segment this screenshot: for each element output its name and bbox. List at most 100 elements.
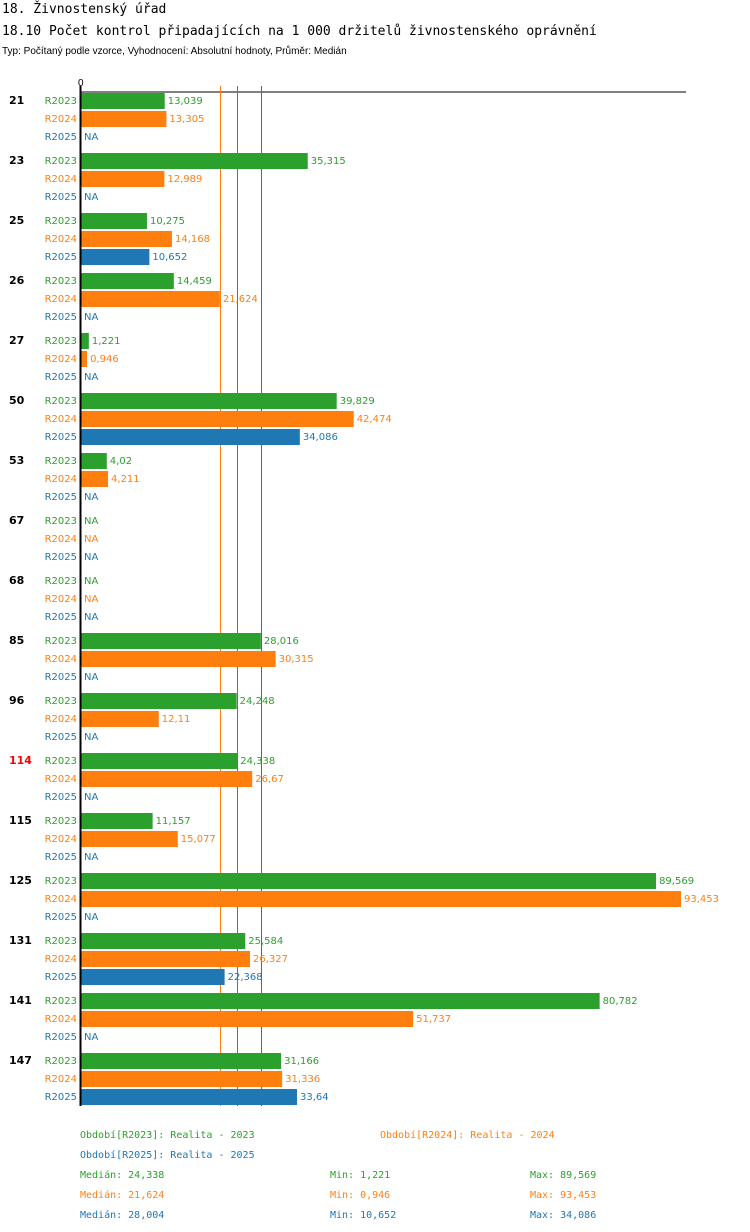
data-label: NA	[84, 1032, 98, 1043]
series-row-label: R2024	[45, 114, 77, 125]
series-row-label: R2023	[45, 996, 77, 1007]
data-label: NA	[84, 912, 98, 923]
series-row-label: R2025	[45, 1032, 77, 1043]
series-row-label: R2025	[45, 312, 77, 323]
data-label: 1,221	[92, 336, 121, 347]
series-row-label: R2025	[45, 492, 77, 503]
legend-min: Min: 0,946	[330, 1190, 390, 1201]
legend-period-r2023: Období[R2023]: Realita - 2023	[80, 1129, 255, 1141]
data-label: 0,946	[90, 354, 119, 365]
data-label: 10,275	[150, 216, 185, 227]
series-row-label: R2024	[45, 294, 77, 305]
bar-r2023	[81, 153, 308, 169]
series-row-label: R2024	[45, 774, 77, 785]
category-label: 26	[9, 274, 25, 287]
series-row-label: R2023	[45, 456, 77, 467]
bar-r2023	[81, 93, 165, 109]
bar-r2023	[81, 213, 147, 229]
data-label: 51,737	[416, 1014, 451, 1025]
category-label: 68	[9, 574, 24, 587]
legend-max: Max: 93,453	[530, 1190, 596, 1201]
bar-r2024	[81, 711, 159, 727]
series-row-label: R2024	[45, 354, 77, 365]
series-row-label: R2025	[45, 432, 77, 443]
series-row-label: R2024	[45, 834, 77, 845]
data-label: 25,584	[248, 936, 283, 947]
chart-meta: Typ: Počítaný podle vzorce, Vyhodnocení:…	[2, 45, 347, 57]
legend-period-r2024: Období[R2024]: Realita - 2024	[380, 1129, 555, 1141]
legend: Období[R2023]: Realita - 2023 Období[R202…	[80, 1129, 596, 1221]
data-label: NA	[84, 576, 98, 587]
series-row-label: R2025	[45, 192, 77, 203]
data-label: NA	[84, 132, 98, 143]
data-label: NA	[84, 192, 98, 203]
series-row-label: R2024	[45, 534, 77, 545]
series-row-label: R2023	[45, 756, 77, 767]
category-label: 125	[9, 874, 32, 887]
series-row-label: R2024	[45, 174, 77, 185]
series-row-label: R2023	[45, 1056, 77, 1067]
bar-r2023	[81, 993, 600, 1009]
series-row-label: R2025	[45, 132, 77, 143]
series-row-label: R2023	[45, 396, 77, 407]
legend-median: Medián: 21,624	[80, 1189, 164, 1201]
bar-r2025	[81, 429, 300, 445]
bar-r2023	[81, 1053, 282, 1069]
bar-r2024	[81, 651, 276, 667]
category-label: 53	[9, 454, 24, 467]
bar-r2025	[81, 969, 225, 985]
series-row-label: R2025	[45, 612, 77, 623]
series-row-label: R2024	[45, 594, 77, 605]
bar-r2024	[81, 291, 220, 307]
series-row-label: R2024	[45, 1014, 77, 1025]
bar-r2024	[81, 951, 251, 967]
data-label: 11,157	[156, 816, 191, 827]
bar-r2023	[81, 753, 238, 769]
data-label: 93,453	[684, 894, 719, 905]
series-row-label: R2024	[45, 654, 77, 665]
category-label: 147	[9, 1054, 32, 1067]
data-label: 10,652	[152, 252, 187, 263]
data-label: 13,305	[169, 114, 204, 125]
legend-max: Max: 34,086	[530, 1210, 596, 1221]
series-row-label: R2025	[45, 912, 77, 923]
bar-r2024	[81, 891, 681, 907]
data-label: 14,168	[175, 234, 210, 245]
bar-r2024	[81, 831, 178, 847]
data-label: 42,474	[357, 414, 392, 425]
series-row-label: R2024	[45, 414, 77, 425]
category-label: 50	[9, 394, 25, 407]
data-label: NA	[84, 516, 98, 527]
data-label: 28,016	[264, 636, 299, 647]
axis-zero-label: 0	[78, 78, 84, 89]
data-label: 34,086	[303, 432, 338, 443]
data-label: 35,315	[311, 156, 346, 167]
series-row-label: R2023	[45, 516, 77, 527]
bar-r2024	[81, 411, 354, 427]
data-label: NA	[84, 852, 98, 863]
series-row-label: R2023	[45, 876, 77, 887]
series-row-label: R2023	[45, 936, 77, 947]
bar-r2024	[81, 111, 167, 127]
category-label: 21	[9, 94, 24, 107]
data-label: NA	[84, 312, 98, 323]
bar-r2023	[81, 453, 107, 469]
data-label: 15,077	[181, 834, 216, 845]
data-label: 31,166	[284, 1056, 319, 1067]
data-label: 4,211	[111, 474, 140, 485]
series-row-label: R2025	[45, 852, 77, 863]
category-label: 141	[9, 994, 32, 1007]
data-label: 89,569	[659, 876, 694, 887]
category-label: 85	[9, 634, 24, 647]
bar-r2023	[81, 273, 174, 289]
page-title: 18. Živnostenský úřad	[2, 1, 166, 17]
bar-r2024	[81, 351, 88, 367]
series-row-label: R2024	[45, 894, 77, 905]
chart-subtitle: 18.10 Počet kontrol připadajících na 1 0…	[2, 24, 597, 39]
bar-r2023	[81, 693, 237, 709]
data-label: NA	[84, 672, 98, 683]
data-label: 80,782	[603, 996, 638, 1007]
data-label: 13,039	[168, 96, 203, 107]
series-row-label: R2023	[45, 276, 77, 287]
